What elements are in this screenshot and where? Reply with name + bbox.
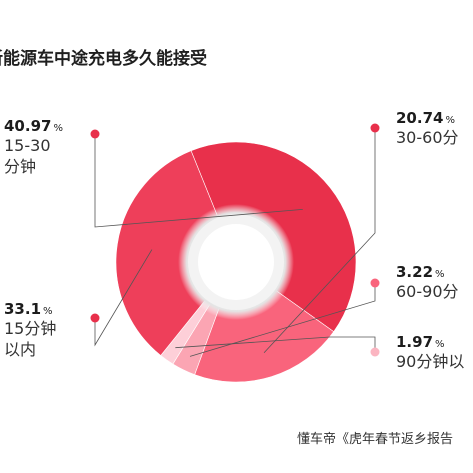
label-60-90-unit: % bbox=[435, 269, 445, 280]
label-over-90-unit: % bbox=[435, 339, 445, 350]
label-30-60-category: 30-60分 bbox=[396, 128, 459, 147]
leader-line-over-90 bbox=[175, 336, 376, 349]
label-30-60-unit: % bbox=[445, 115, 455, 126]
donut-hole-center bbox=[198, 224, 274, 300]
label-15-30-unit: % bbox=[53, 123, 63, 134]
label-under-15: 33.1% 15分钟以内 bbox=[4, 300, 68, 360]
leader-line-30-60 bbox=[263, 132, 376, 354]
label-over-90: 1.97% 90分钟以 bbox=[396, 333, 464, 372]
label-over-90-pct: 1.97 bbox=[396, 333, 434, 351]
donut-slice-4 bbox=[115, 150, 237, 356]
leader-dot-under-15 bbox=[90, 313, 100, 323]
label-under-15-unit: % bbox=[43, 306, 53, 317]
chart-title: 新能源车中途充电多久能接受 bbox=[0, 49, 207, 69]
label-15-30-category: 15-30分钟 bbox=[4, 136, 51, 176]
label-under-15-pct: 33.1 bbox=[4, 300, 42, 318]
leader-dot-60-90 bbox=[370, 278, 380, 288]
label-60-90-category: 60-90分 bbox=[396, 282, 459, 301]
leader-dot-over-90 bbox=[370, 347, 380, 357]
leader-dot-15-30 bbox=[90, 129, 100, 139]
leader-line-15-30 bbox=[94, 138, 303, 228]
leader-dot-30-60 bbox=[370, 123, 380, 133]
label-under-15-category: 15分钟以内 bbox=[4, 319, 57, 359]
label-30-60-pct: 20.74 bbox=[396, 109, 444, 127]
label-15-30: 40.97% 15-30分钟 bbox=[4, 117, 63, 177]
label-60-90: 3.22% 60-90分 bbox=[396, 263, 459, 302]
source-credit: 懂车帝《虎年春节返乡报告 bbox=[297, 432, 454, 447]
label-30-60: 20.74% 30-60分 bbox=[396, 109, 459, 148]
label-15-30-pct: 40.97 bbox=[4, 117, 52, 135]
leader-line-60-90 bbox=[189, 287, 376, 357]
leader-line-under-15 bbox=[94, 249, 153, 347]
label-over-90-category: 90分钟以 bbox=[396, 352, 465, 371]
label-60-90-pct: 3.22 bbox=[396, 263, 434, 281]
